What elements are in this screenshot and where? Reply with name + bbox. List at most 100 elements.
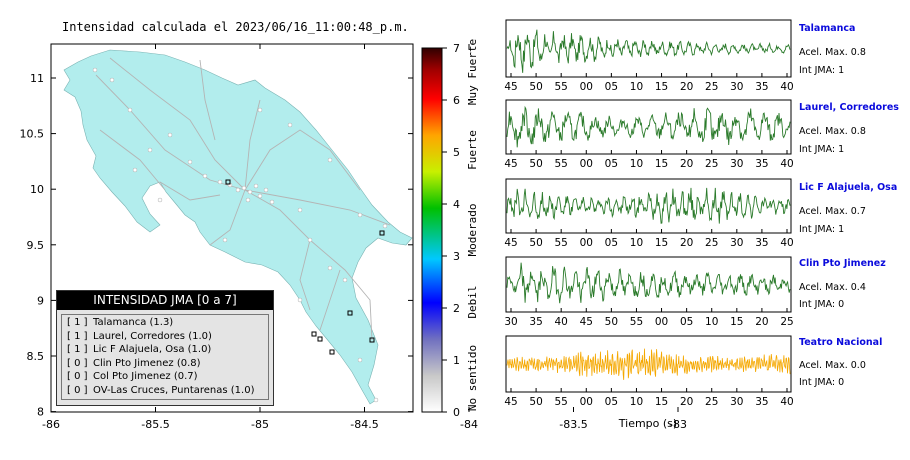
waveform-tick-label: 40 — [780, 396, 793, 408]
map-y-tick-label: 10 — [30, 183, 44, 196]
waveform-tick-label: 25 — [705, 237, 718, 249]
waveform-tick-label: 10 — [705, 316, 718, 328]
map-y-tick-label: 11 — [30, 72, 44, 85]
colorbar-tick-label: 4 — [453, 198, 460, 211]
colorbar-ticks: 0 1 2 3 4 5 6 7 — [442, 42, 460, 419]
waveform-tick-label: 30 — [730, 237, 743, 249]
waveform-tick-label: 55 — [630, 316, 643, 328]
waveform-tick-label: 35 — [755, 396, 768, 408]
waveform-panels: 45 50 55 00 05 10 15 20 25 30 35 40 45 50 55 00 05 10 15 20… — [504, 19, 794, 408]
waveform-tick-label: 05 — [605, 158, 618, 170]
map-y-tick-label: 9 — [37, 294, 44, 307]
station-name: Talamanca — [799, 23, 856, 34]
waveform-tick-label: 45 — [504, 158, 517, 170]
waveform-panel: 45 50 55 00 05 10 15 20 25 30 35 40 — [504, 19, 794, 93]
waveform-tick-label: 10 — [630, 158, 643, 170]
colorbar-tick-label: 5 — [453, 146, 460, 159]
colorbar-tick-label: 1 — [453, 354, 460, 367]
waveform-tick-label: 55 — [554, 237, 567, 249]
waveform-tick-label: 00 — [580, 396, 593, 408]
waveform-tick-label: 05 — [605, 396, 618, 408]
waveform-tick-label: 35 — [755, 158, 768, 170]
waveform-trace — [506, 105, 791, 148]
waveform-tick-label: 50 — [529, 158, 542, 170]
waveform-tick-label: 55 — [554, 81, 567, 93]
waveform-tick-label: 40 — [780, 81, 793, 93]
waveform-tick-label: 35 — [755, 81, 768, 93]
colorbar-category-label: Moderado — [466, 204, 479, 257]
waveform-tick-label: 05 — [680, 316, 693, 328]
waveform-tick-label: 50 — [529, 81, 542, 93]
waveform-tick-label: 20 — [755, 316, 768, 328]
map-x-tick-label: -83.5 — [559, 418, 587, 431]
waveform-tick-label: 15 — [655, 237, 668, 249]
station-int: Int JMA: 1 — [799, 224, 845, 235]
waveform-panel: 45 50 55 00 05 10 15 20 25 30 35 40 — [504, 178, 794, 249]
map-axis-ticks: -86 -85.5 -85 -84.5 -84 -83.5 -831110.5109.598… — [20, 44, 687, 431]
map-y-tick-label: 8 — [37, 406, 44, 419]
colorbar-category-label: Muy Fuerte — [466, 39, 479, 105]
waveform-tick-label: 30 — [504, 316, 517, 328]
waveform-tick-label: 45 — [580, 316, 593, 328]
legend-item: [ 1 ] Laurel, Corredores (1.0) — [67, 330, 212, 342]
waveform-tick-label: 45 — [504, 396, 517, 408]
station-name: Laurel, Corredores — [799, 102, 899, 113]
legend-item: [ 1 ] Lic F Alajuela, Osa (1.0) — [67, 344, 212, 355]
waveform-tick-label: 25 — [705, 396, 718, 408]
colorbar-category-label: No sentido — [466, 345, 479, 411]
waveform-tick-label: 35 — [529, 316, 542, 328]
waveform-tick-label: 25 — [780, 316, 793, 328]
waveform-tick-label: 45 — [504, 237, 517, 249]
colorbar-gradient — [421, 47, 443, 413]
station-int: Int JMA: 1 — [799, 65, 845, 76]
legend-item: [ 0 ] Clin Pto Jimenez (0.8) — [67, 357, 201, 369]
waveform-tick-label: 05 — [605, 81, 618, 93]
waveform-tick-label: 20 — [680, 237, 693, 249]
map-y-tick-label: 8.5 — [27, 350, 45, 363]
waveform-xlabel: Tiempo (s) — [618, 417, 677, 430]
map-x-tick-label: -84.5 — [350, 418, 378, 431]
waveform-tick-label: 40 — [780, 158, 793, 170]
map-title: Intensidad calculada el 2023/06/16_11:00… — [62, 20, 409, 34]
waveform-trace — [506, 29, 791, 73]
waveform-panel: 45 50 55 00 05 10 15 20 25 30 35 40 — [504, 99, 794, 170]
waveform-tick-label: 45 — [504, 81, 517, 93]
station-acel: Acel. Max. 0.4 — [799, 282, 866, 293]
waveform-tick-label: 20 — [680, 81, 693, 93]
legend-item: [ 0 ] OV-Las Cruces, Puntarenas (1.0) — [67, 384, 255, 396]
waveform-tick-label: 35 — [755, 237, 768, 249]
waveform-tick-label: 15 — [655, 396, 668, 408]
waveform-tick-label: 40 — [780, 237, 793, 249]
legend-item: [ 1 ] Talamanca (1.3) — [67, 317, 174, 328]
waveform-tick-label: 30 — [730, 396, 743, 408]
colorbar-tick-label: 7 — [453, 42, 460, 55]
waveform-trace — [506, 187, 791, 224]
road-network — [95, 57, 391, 341]
waveform-tick-label: 50 — [529, 396, 542, 408]
station-int: Int JMA: 0 — [799, 299, 845, 310]
waveform-tick-label: 10 — [630, 396, 643, 408]
legend-body: [ 1 ] Talamanca (1.3) [ 1 ] Laurel, Corred… — [61, 314, 269, 400]
legend-item: [ 0 ] Col Pto Jimenez (0.7) — [67, 371, 198, 382]
intensity-legend: INTENSIDAD JMA [0 a 7] [ 1 ] Talamanca (1… — [56, 290, 274, 406]
waveform-tick-label: 05 — [605, 237, 618, 249]
waveform-tick-label: 30 — [730, 81, 743, 93]
map-y-tick-label: 9.5 — [27, 239, 45, 252]
colorbar-tick-label: 2 — [453, 302, 460, 315]
waveform-tick-label: 55 — [554, 158, 567, 170]
colorbar-category-label: Debil — [466, 285, 479, 318]
colorbar-labels: No sentido Debil Moderado Fuerte Muy Fuerte — [466, 39, 479, 411]
colorbar-category-label: Fuerte — [466, 130, 479, 170]
colorbar-tick-label: 3 — [453, 250, 460, 263]
waveform-tick-label: 20 — [680, 396, 693, 408]
station-acel: Acel. Max. 0.8 — [799, 126, 866, 137]
station-markers — [92, 67, 388, 403]
waveform-tick-label: 20 — [680, 158, 693, 170]
station-name: Lic F Alajuela, Osa — [799, 182, 898, 193]
waveform-tick-label: 40 — [554, 316, 567, 328]
waveform-tick-label: 00 — [580, 81, 593, 93]
station-int: Int JMA: 0 — [799, 377, 845, 388]
waveform-tick-label: 15 — [655, 81, 668, 93]
intensity-colorbar: 0 1 2 3 4 5 6 7 No sentido Debil Moderado Fuerte Mu… — [421, 39, 479, 419]
